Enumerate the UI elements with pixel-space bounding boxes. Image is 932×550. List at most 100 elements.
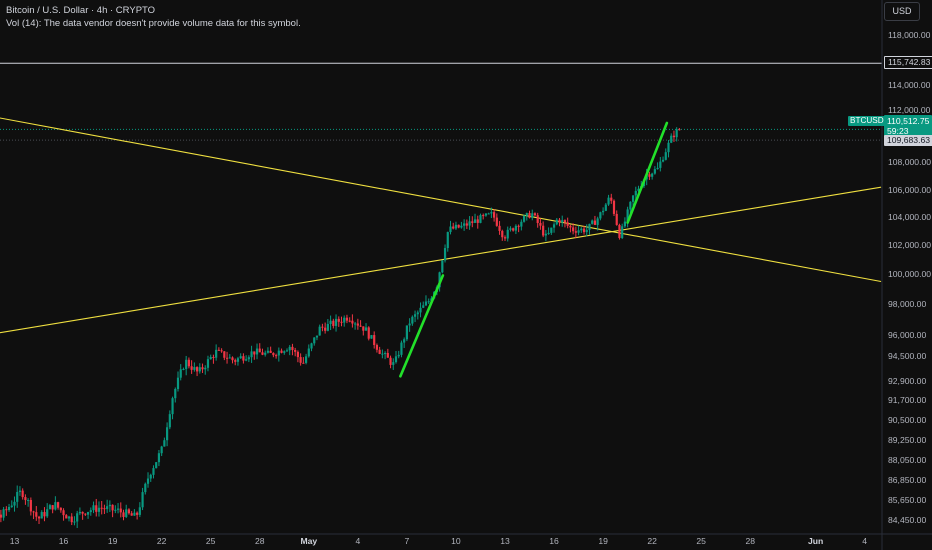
candle: [569, 224, 572, 233]
candle: [130, 511, 133, 516]
candle: [359, 320, 362, 327]
candle: [572, 223, 575, 235]
candle: [291, 343, 294, 356]
candle: [225, 351, 229, 364]
candle: [78, 507, 81, 516]
candle: [315, 335, 319, 341]
candle: [67, 515, 71, 522]
candle: [212, 354, 215, 364]
candle: [520, 219, 523, 231]
candle: [313, 337, 316, 346]
candle: [621, 223, 624, 240]
candle: [343, 315, 346, 327]
trendline-descending: [0, 117, 882, 283]
candle: [190, 360, 193, 374]
symbol-title[interactable]: Bitcoin / U.S. Dollar · 4h · CRYPTO: [6, 5, 156, 16]
candle: [168, 410, 171, 430]
candle: [490, 207, 493, 219]
candle: [119, 502, 122, 518]
candle: [29, 497, 32, 516]
candle: [348, 317, 351, 323]
time-tick-label: 4: [355, 536, 361, 546]
candle: [318, 324, 321, 336]
candle: [182, 367, 185, 371]
candle: [351, 314, 354, 328]
candle: [588, 223, 591, 235]
candle: [659, 157, 662, 172]
horizontal-level-label: 115,742.83: [884, 56, 932, 69]
trend-arrow: [626, 121, 669, 224]
candle: [525, 212, 528, 221]
candle: [302, 357, 305, 364]
candle: [54, 496, 57, 511]
time-tick-label: 7: [404, 536, 410, 546]
candle: [637, 185, 640, 193]
candle: [242, 353, 245, 364]
candle: [356, 318, 359, 330]
candle: [574, 226, 577, 239]
candle: [13, 496, 16, 512]
candle: [449, 220, 452, 235]
candle: [531, 209, 534, 221]
candle: [400, 340, 403, 358]
candle: [484, 213, 488, 217]
candle: [517, 224, 520, 233]
currency-button[interactable]: USD: [884, 2, 920, 21]
candle: [563, 219, 567, 228]
price-tick-label: 91,700.00: [888, 395, 927, 405]
candle: [217, 347, 220, 351]
price-tick-label: 104,000.00: [888, 212, 932, 222]
candle: [125, 504, 128, 519]
candle: [261, 348, 264, 356]
candle: [610, 193, 613, 204]
candle: [394, 351, 398, 364]
candle: [324, 322, 327, 334]
price-tick-label: 118,000.00: [888, 30, 931, 40]
candle: [593, 215, 597, 226]
candle: [51, 504, 54, 514]
candle: [604, 202, 607, 212]
candle: [539, 218, 542, 230]
candle: [5, 506, 8, 516]
time-tick-label: 16: [549, 536, 559, 546]
candle: [443, 244, 447, 263]
previous-price-label: 109,683.63: [884, 135, 932, 146]
candle: [332, 318, 335, 329]
price-tick-label: 100,000.00: [888, 269, 932, 279]
last-price-label: 110,512.75 59:23: [884, 115, 932, 137]
candle: [340, 316, 343, 327]
candle: [187, 357, 190, 369]
candle: [509, 226, 512, 232]
candle: [185, 355, 188, 376]
candle: [326, 319, 329, 332]
candle: [160, 445, 163, 457]
candle: [362, 326, 365, 336]
price-tick-label: 85,650.00: [888, 495, 927, 505]
candle: [498, 221, 501, 235]
candle: [16, 485, 19, 508]
candle: [245, 355, 248, 362]
candle: [234, 358, 237, 366]
candle: [337, 316, 340, 327]
candle: [250, 345, 253, 363]
candle: [114, 505, 117, 514]
candle: [552, 222, 556, 233]
price-tick-label: 114,000.00: [888, 80, 931, 90]
candle: [661, 156, 665, 163]
candle: [89, 507, 92, 516]
candle: [471, 216, 474, 228]
candle: [533, 212, 537, 217]
candle: [37, 515, 41, 525]
candle: [277, 347, 280, 362]
candle: [468, 216, 471, 230]
candle: [144, 482, 147, 495]
candle: [141, 487, 144, 511]
candle: [35, 506, 38, 521]
candle: [427, 298, 430, 304]
candle: [389, 355, 392, 369]
candle: [672, 130, 676, 142]
candle: [269, 346, 272, 354]
time-tick-label: 4: [862, 536, 868, 546]
price-tick-label: 92,900.00: [888, 376, 927, 386]
